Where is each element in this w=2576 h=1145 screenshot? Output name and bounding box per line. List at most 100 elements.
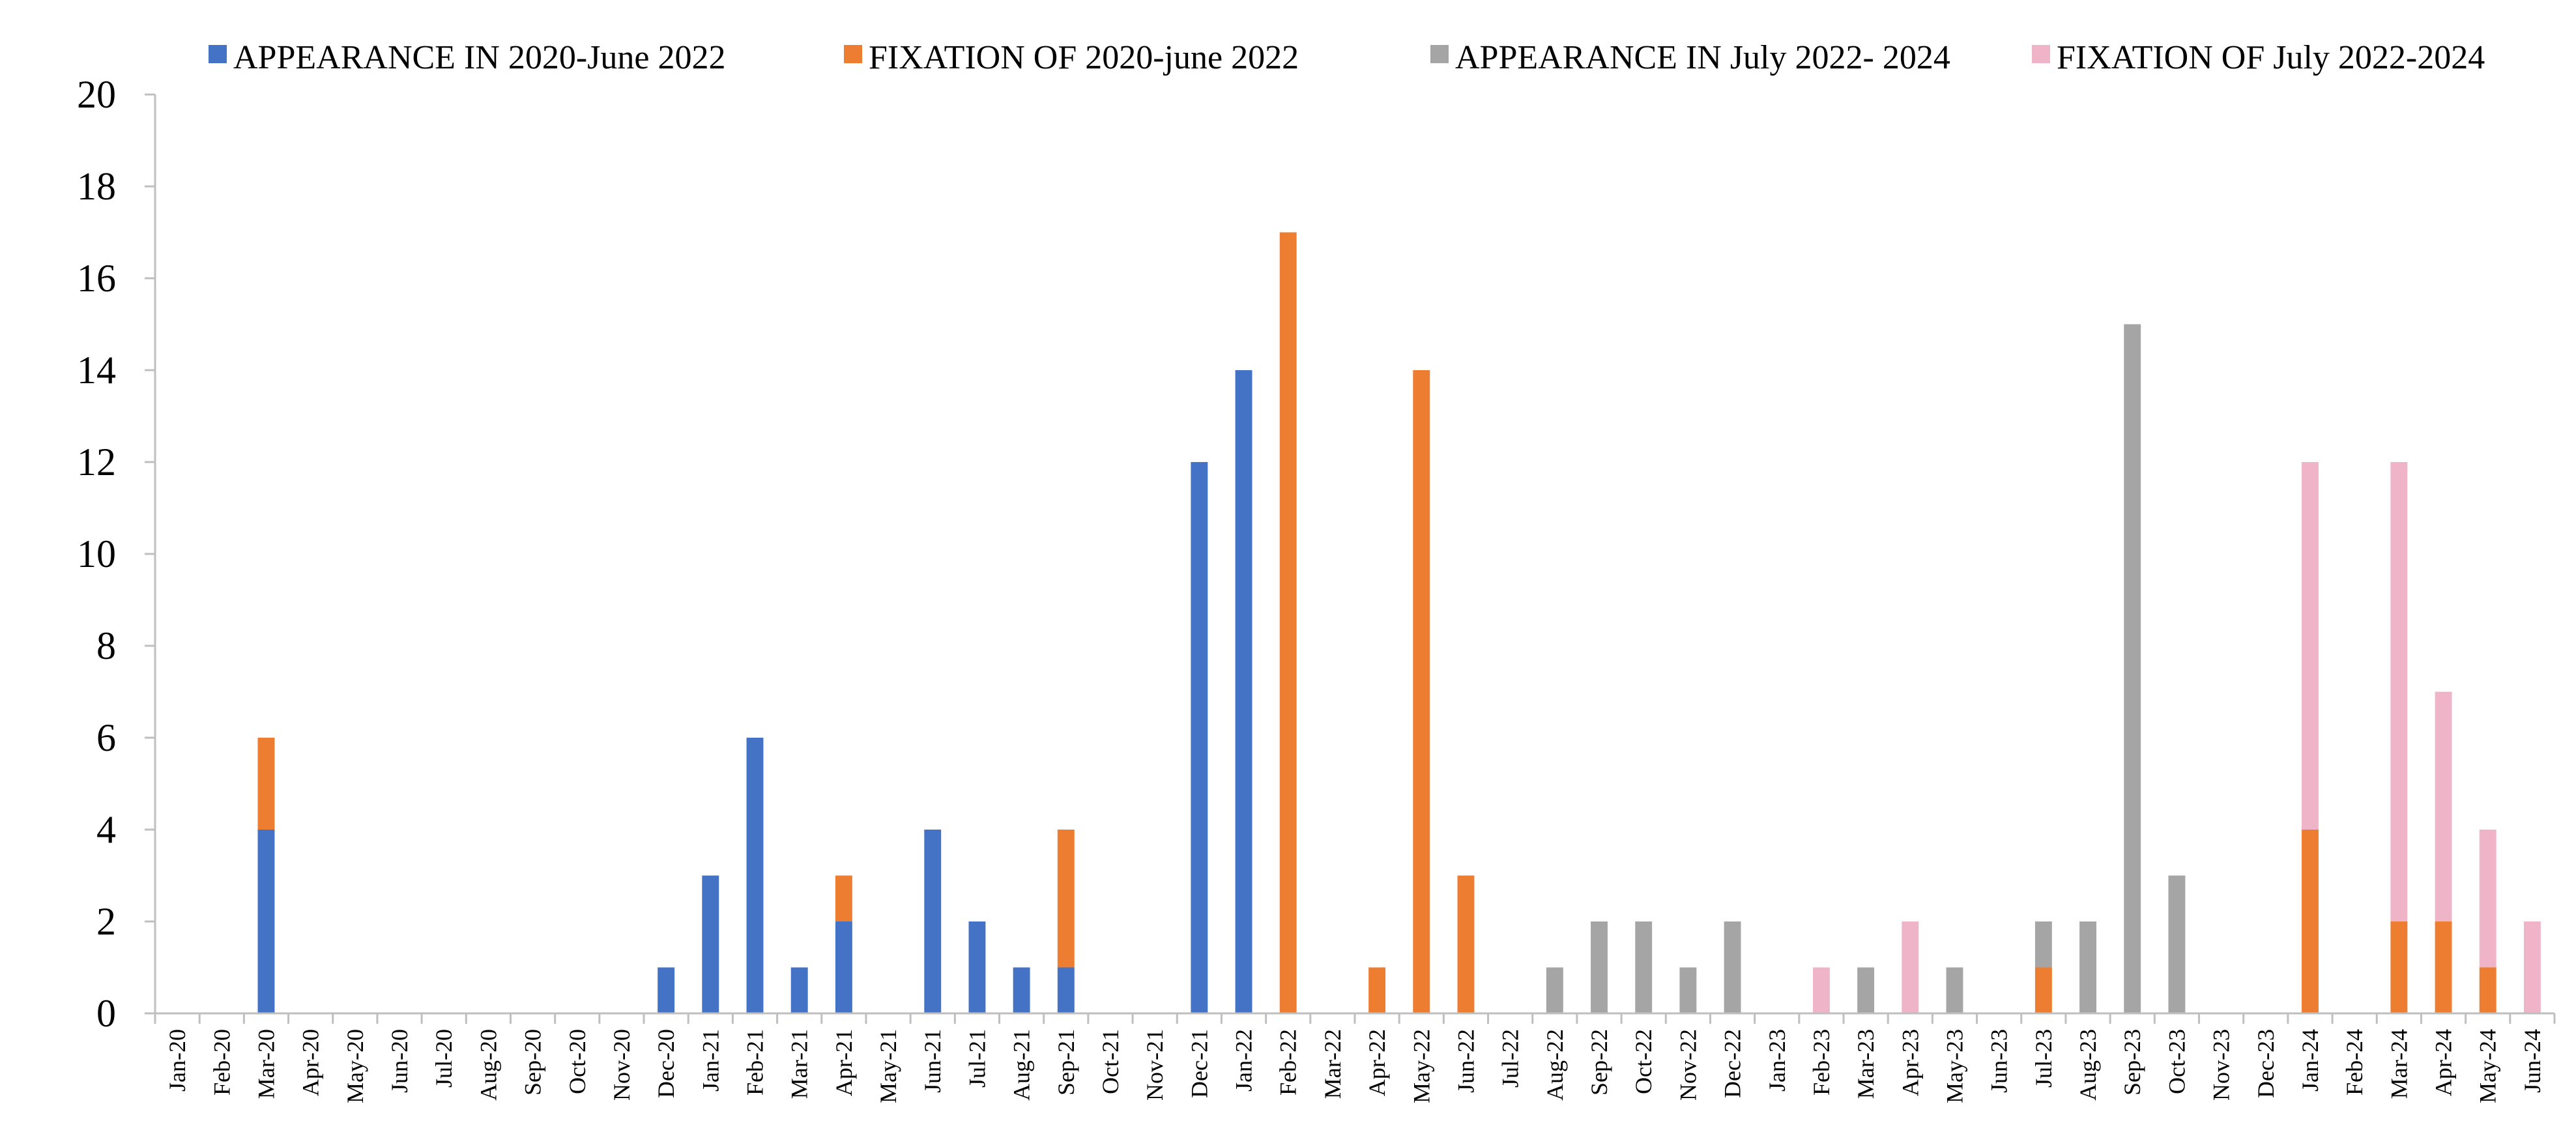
x-tick-label: Jan-22	[1231, 1029, 1257, 1092]
bar-jun-22-series-2	[1457, 875, 1475, 1013]
x-tick-label: Sep-23	[2119, 1029, 2145, 1095]
x-tick-label: May-21	[875, 1029, 901, 1103]
x-tick-label: Jun-20	[386, 1029, 412, 1093]
x-tick-label: Oct-20	[564, 1029, 590, 1094]
x-tick-label: Oct-23	[2164, 1029, 2190, 1094]
bar-sep-22-series-3	[1591, 921, 1608, 1013]
bar-jan-24-series-2	[2302, 830, 2319, 1013]
chart-legend: APPEARANCE IN 2020-June 2022 FIXATION OF …	[209, 39, 2485, 76]
bar-dec-22-series-3	[1724, 921, 1741, 1013]
y-tick-label: 16	[77, 257, 116, 300]
x-tick-label: Aug-21	[1009, 1029, 1035, 1101]
x-tick-label: Apr-21	[831, 1029, 857, 1096]
legend-swatch-3	[1430, 45, 1449, 63]
x-tick-label: Jul-20	[431, 1029, 457, 1088]
x-tick-label: Dec-21	[1186, 1029, 1212, 1098]
bar-mar-20-series-2	[257, 738, 275, 830]
x-tick-label: Jan-24	[2297, 1029, 2323, 1092]
bar-sep-21-series-2	[1057, 830, 1075, 968]
x-tick-label: Nov-22	[1675, 1029, 1701, 1101]
x-tick-label: Nov-20	[609, 1029, 635, 1101]
x-tick-label: May-22	[1408, 1029, 1434, 1103]
x-tick-label: Feb-22	[1275, 1029, 1301, 1095]
bar-sep-23-series-3	[2124, 324, 2141, 1013]
legend-swatch-4	[2032, 45, 2050, 63]
x-tick-label: Jan-20	[164, 1029, 190, 1092]
x-tick-label: May-24	[2475, 1029, 2501, 1103]
bar-oct-23-series-3	[2168, 875, 2186, 1013]
bar-apr-24-series-4	[2435, 691, 2452, 921]
bar-jul-23-series-2	[2034, 967, 2052, 1013]
legend-swatch-2	[844, 45, 862, 63]
bar-nov-22-series-3	[1679, 967, 1697, 1013]
x-tick-label: Sep-21	[1053, 1029, 1079, 1095]
legend-label-4: FIXATION OF July 2022-2024	[2057, 39, 2485, 76]
x-tick-label: Jun-23	[1986, 1029, 2012, 1093]
x-tick-label: Feb-24	[2341, 1029, 2367, 1095]
y-tick-label: 8	[96, 624, 116, 667]
x-tick-label: Mar-23	[1853, 1029, 1879, 1099]
bar-aug-21-series-1	[1013, 967, 1030, 1013]
bar-dec-20-series-1	[658, 967, 675, 1013]
bar-dec-21-series-1	[1191, 462, 1208, 1013]
y-tick-label: 14	[77, 349, 116, 392]
bar-jun-24-series-4	[2523, 921, 2541, 1013]
bar-may-24-series-2	[2479, 967, 2496, 1013]
x-tick-label: Jan-21	[697, 1029, 723, 1092]
bar-mar-20-series-1	[257, 830, 275, 1013]
legend-label-1: APPEARANCE IN 2020-June 2022	[233, 39, 725, 76]
x-tick-label: Jun-22	[1453, 1029, 1479, 1093]
bar-apr-24-series-2	[2435, 921, 2452, 1013]
x-tick-label: Aug-20	[475, 1029, 501, 1101]
bar-feb-21-series-1	[746, 738, 764, 1013]
x-tick-label: Mar-21	[787, 1029, 813, 1099]
x-tick-label: Apr-22	[1364, 1029, 1390, 1096]
legend-swatch-1	[209, 45, 227, 63]
y-tick-label: 4	[96, 808, 116, 851]
x-tick-label: Aug-22	[1542, 1029, 1568, 1101]
x-tick-label: Jan-23	[1764, 1029, 1790, 1092]
bar-jul-21-series-1	[968, 921, 986, 1013]
x-tick-label: Jul-21	[964, 1029, 990, 1088]
x-tick-label: Apr-20	[298, 1029, 324, 1096]
chart-bars	[257, 232, 2541, 1013]
y-tick-label: 10	[77, 532, 116, 575]
y-tick-label: 12	[77, 441, 116, 484]
x-tick-label: Apr-24	[2431, 1029, 2457, 1096]
y-tick-label: 0	[96, 992, 116, 1035]
bar-aug-22-series-3	[1546, 967, 1563, 1013]
x-tick-label: Oct-21	[1097, 1029, 1123, 1094]
x-tick-label: Feb-21	[742, 1029, 768, 1095]
bar-oct-22-series-3	[1635, 921, 1653, 1013]
x-tick-label: Jul-22	[1498, 1029, 1524, 1088]
x-tick-label: Sep-22	[1586, 1029, 1612, 1095]
x-tick-label: Feb-23	[1808, 1029, 1834, 1095]
bar-may-22-series-2	[1413, 370, 1430, 1013]
bar-mar-23-series-3	[1857, 967, 1875, 1013]
bar-jan-21-series-1	[702, 875, 719, 1013]
bar-aug-23-series-3	[2079, 921, 2097, 1013]
bar-may-24-series-4	[2479, 830, 2496, 968]
bar-apr-21-series-1	[835, 921, 852, 1013]
bar-apr-21-series-2	[835, 875, 852, 921]
x-tick-label: Dec-22	[1720, 1029, 1746, 1098]
x-tick-label: Apr-23	[1897, 1029, 1923, 1096]
y-tick-label: 2	[96, 900, 116, 943]
x-tick-label: Nov-23	[2208, 1029, 2235, 1101]
x-tick-label: Dec-23	[2253, 1029, 2279, 1098]
bar-apr-22-series-2	[1368, 967, 1386, 1013]
x-tick-label: Mar-22	[1320, 1029, 1346, 1099]
bar-jun-21-series-1	[924, 830, 942, 1013]
bar-may-23-series-3	[1946, 967, 1963, 1013]
x-tick-label: Mar-20	[253, 1029, 279, 1099]
x-tick-label: Jun-24	[2519, 1029, 2545, 1093]
bar-jan-22-series-1	[1235, 370, 1252, 1013]
legend-label-2: FIXATION OF 2020-june 2022	[869, 39, 1299, 76]
x-tick-label: May-20	[342, 1029, 368, 1103]
bar-sep-21-series-1	[1057, 967, 1075, 1013]
x-tick-label: Jul-23	[2031, 1029, 2057, 1088]
bar-apr-23-series-4	[1902, 921, 1919, 1013]
x-tick-label: Oct-22	[1630, 1029, 1657, 1094]
